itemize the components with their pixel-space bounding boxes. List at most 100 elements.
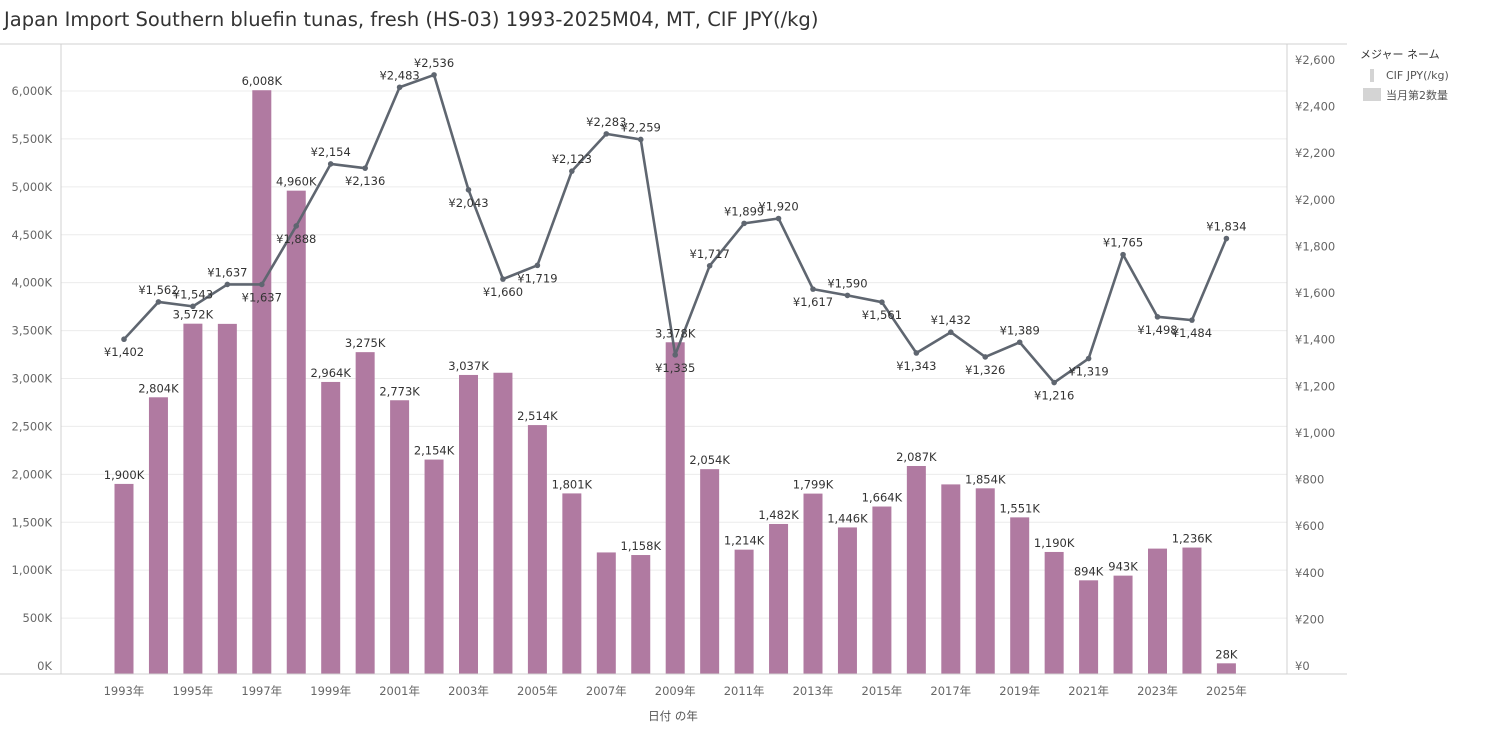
plot-frame [0,43,1347,675]
line-point [431,72,437,78]
bar [769,523,789,674]
bar [493,372,513,674]
line-point [465,187,472,193]
line-data-label: ¥1,717 [690,247,730,261]
line-point [500,276,506,282]
x-tick-label: 2025年 [1206,684,1247,698]
line-point [603,131,610,137]
x-tick-label: 2015年 [862,684,903,698]
line-data-label: ¥1,319 [1068,365,1108,379]
bar-data-label: 1,900K [104,468,145,482]
legend-title: メジャー ネーム [1360,48,1440,61]
bar-data-label: 1,801K [552,477,593,491]
line-data-label: ¥2,283 [586,115,626,129]
y-right-tick-label: ¥1,800 [1295,239,1335,253]
y-right-tick-label: ¥2,600 [1295,53,1335,67]
bar [1079,580,1099,674]
bar-data-label: 894K [1074,564,1104,578]
y-right-tick-label: ¥1,200 [1295,379,1335,393]
line-data-label: ¥1,326 [965,363,1005,377]
line-data-label: ¥1,719 [517,271,557,285]
line-point [1154,314,1161,320]
y-left-tick-label: 3,500K [12,324,53,338]
line-point [982,354,989,360]
bar-data-label: 3,037K [448,359,489,373]
bar-data-label: 943K [1108,560,1138,574]
legend-item-label: CIF JPY(/kg) [1386,69,1449,82]
line-data-label: ¥1,920 [758,199,798,213]
legend-item-line[interactable]: CIF JPY(/kg) [1360,66,1449,85]
line-point [706,263,713,269]
bar [837,527,857,674]
chart-title: Japan Import Southern bluefin tunas, fre… [4,8,819,31]
bar-data-label: 1,190K [1034,536,1075,550]
bar-data-label: 1,158K [621,539,662,553]
bar [217,323,237,674]
line-point [121,336,127,343]
x-tick-label: 2007年 [586,684,627,698]
y-left-tick-label: 2,500K [12,419,53,433]
x-tick-label: 1993年 [104,684,145,698]
y-right-tick-label: ¥1,000 [1295,426,1335,440]
bar [631,555,651,674]
bar-data-label: 2,154K [414,444,455,458]
line-data-label: ¥1,216 [1034,389,1074,403]
bar-data-label: 1,236K [1172,532,1213,546]
y-left-tick-label: 5,000K [12,180,53,194]
x-tick-label: 2011年 [724,684,765,698]
x-axis-title: 日付 の年 [648,709,698,723]
bar-data-label: 1,214K [724,534,765,548]
y-right-tick-label: ¥1,400 [1295,333,1335,347]
x-tick-label: 2009年 [655,684,696,698]
y-left-tick-label: 1,500K [12,515,53,529]
line-point [1016,339,1023,346]
bar-data-label: 2,514K [517,409,558,423]
line-data-label: ¥1,888 [276,232,316,246]
legend-line-swatch [1370,69,1374,82]
bar-data-label: 2,054K [689,453,730,467]
y-right-tick-label: ¥1,600 [1295,286,1335,300]
line-data-label: ¥2,136 [345,174,385,188]
line-data-label: ¥1,543 [173,287,213,301]
x-tick-label: 2003年 [448,684,489,698]
y-right-tick-label: ¥2,000 [1295,193,1335,207]
y-left-tick-label: 5,500K [12,132,53,146]
bar [803,493,823,674]
line-data-label: ¥1,562 [138,283,178,297]
bar-data-label: 2,087K [896,450,937,464]
line-data-label: ¥1,834 [1206,220,1246,234]
line-point [1051,379,1057,386]
line-data-label: ¥1,899 [724,204,764,218]
legend-item-bar[interactable]: 当月第2数量 [1360,85,1449,104]
line-data-label: ¥2,536 [414,56,454,70]
x-tick-label: 2017年 [930,684,971,698]
bar [114,483,134,674]
bar-data-label: 4,960K [276,175,317,189]
line-point [155,299,162,305]
line-point [810,286,816,292]
legend-bar-swatch [1363,88,1381,101]
bar [355,352,375,674]
axes: 0K 500K 1,000K 1,500K 2,000K 2,500K 3,000K 3,50… [12,53,1336,723]
line-point [1085,355,1092,362]
line-point [190,303,196,310]
bar-data-label: 1,664K [862,491,903,505]
line-data-label: ¥1,590 [827,276,867,290]
y-left-tick-label: 6,000K [12,84,53,98]
y-left-tick-label: 2,000K [12,467,53,481]
bar [148,397,168,674]
y-left-tick-label: 4,500K [12,228,53,242]
line-point [569,168,575,174]
line-point [672,352,678,358]
bar [906,465,926,674]
line-point [259,281,265,288]
line-data-label: ¥1,561 [862,308,902,322]
legend: メジャー ネーム CIF JPY(/kg) 当月第2数量 [1360,46,1449,104]
y-left-tick-label: 1,000K [12,563,53,577]
line-data-label: ¥1,498 [1137,323,1177,337]
bar [286,190,306,674]
bar [975,488,995,674]
bar [941,484,961,674]
bar [252,90,272,674]
bar-data-label: 3,378K [655,326,696,340]
